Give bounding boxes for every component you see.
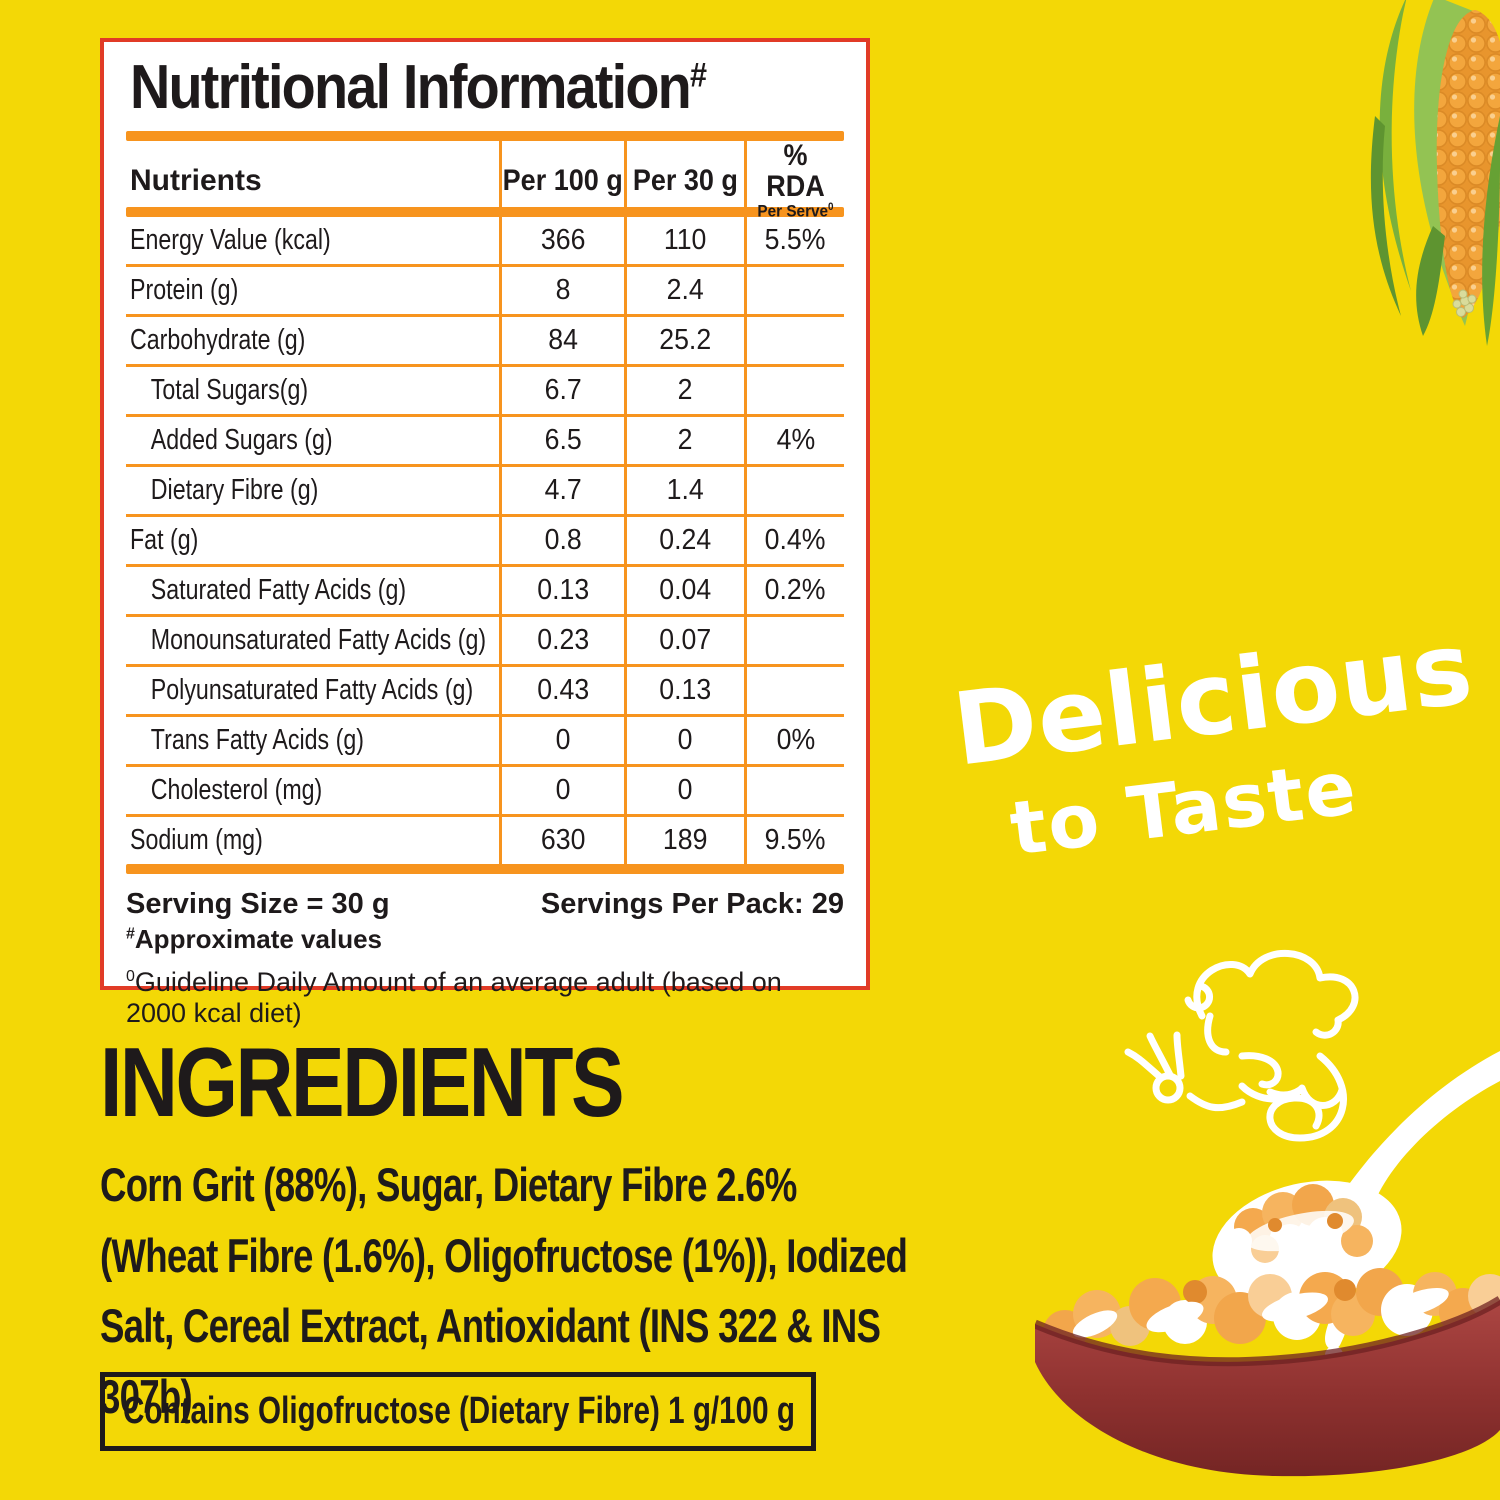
table-row: Monounsaturated Fatty Acids (g) 0.23 0.0…	[126, 614, 844, 664]
header-per-30g: Per 30 g	[624, 141, 744, 221]
table-row: Cholesterol (mg) 0 0	[126, 764, 844, 814]
table-row: Total Sugars(g) 6.7 2	[126, 364, 844, 414]
nutrition-title: Nutritional Information#	[130, 52, 773, 123]
table-row: Dietary Fibre (g) 4.7 1.4	[126, 464, 844, 514]
spoon-icon	[1212, 1051, 1500, 1364]
table-row: Polyunsaturated Fatty Acids (g) 0.43 0.1…	[126, 664, 844, 714]
header-per-100g: Per 100 g	[499, 141, 624, 221]
nutrition-panel: Nutritional Information# Nutrients Per 1…	[100, 38, 870, 1028]
table-row: Energy Value (kcal) 366 110 5.5%	[126, 217, 844, 264]
contains-note-text: Contains Oligofructose (Dietary Fibre) 1…	[123, 1390, 795, 1432]
table-header-row: Nutrients Per 100 g Per 30 g % RDA Per S…	[126, 140, 844, 221]
table-row: Carbohydrate (g) 84 25.2	[126, 314, 844, 364]
header-rda-title: % RDA	[766, 139, 825, 203]
corn-cob-icon	[1370, 0, 1500, 346]
table-row: Added Sugars (g) 6.5 2 4%	[126, 414, 844, 464]
table-row: Fat (g) 0.8 0.24 0.4%	[126, 514, 844, 564]
table-row: Sodium (mg) 630 189 9.5%	[126, 814, 844, 864]
nutrition-title-text: Nutritional Information	[130, 53, 692, 122]
tagline: Delicious to Taste	[947, 609, 1490, 878]
approximate-values-note: #Approximate values	[126, 924, 382, 954]
ingredients-heading: INGREDIENTS	[100, 1027, 625, 1137]
contains-note-box: Contains Oligofructose (Dietary Fibre) 1…	[100, 1372, 816, 1451]
spoon-flakes	[1226, 1184, 1373, 1263]
header-rda-sub: Per Serve0	[757, 201, 834, 221]
guideline-note: 0Guideline Daily Amount of an average ad…	[126, 967, 782, 1028]
divider-bar-top	[126, 131, 844, 141]
divider-bar-header	[126, 207, 844, 217]
header-rda: % RDA Per Serve0	[744, 139, 844, 221]
divider-bar-bottom	[126, 864, 844, 874]
cereal-bowl-icon	[1035, 1268, 1500, 1477]
table-row: Saturated Fatty Acids (g) 0.13 0.04 0.2%	[126, 564, 844, 614]
nutrition-title-mark: #	[689, 56, 707, 95]
serving-size: Serving Size = 30 g	[126, 888, 390, 920]
table-row: Protein (g) 8 2.4	[126, 264, 844, 314]
chef-icon	[1124, 949, 1359, 1142]
ingredients-text: Corn Grit (88%), Sugar, Dietary Fibre 2.…	[100, 1158, 908, 1423]
header-nutrients: Nutrients	[130, 163, 262, 197]
nutrition-table-body: Energy Value (kcal) 366 110 5.5% Protein…	[126, 217, 844, 864]
serving-info: Serving Size = 30 g Servings Per Pack: 2…	[126, 888, 844, 921]
table-row: Trans Fatty Acids (g) 0 0 0%	[126, 714, 844, 764]
servings-per-pack: Servings Per Pack: 29	[540, 888, 844, 920]
